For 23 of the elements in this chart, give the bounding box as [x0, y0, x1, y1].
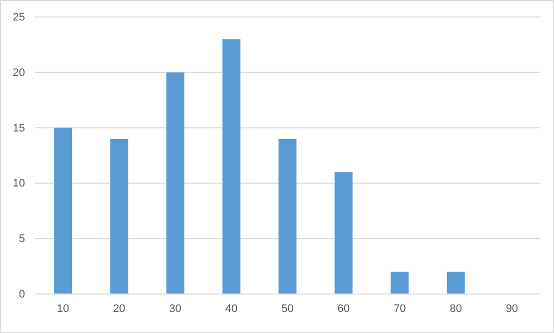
x-tick-label: 50: [281, 302, 294, 315]
x-tick-label: 90: [506, 302, 518, 315]
bar: [334, 172, 353, 294]
bar: [446, 272, 465, 294]
bar: [222, 39, 240, 294]
bar: [278, 138, 296, 294]
bar: [54, 128, 72, 294]
bar: [110, 138, 128, 294]
x-tick-label: 10: [56, 302, 70, 315]
x-tick-label: 30: [169, 302, 182, 315]
x-tick-label: 60: [337, 302, 350, 315]
x-tick-label: 40: [225, 302, 238, 315]
y-tick-label: 20: [12, 66, 25, 79]
x-tick-label: 70: [394, 302, 406, 315]
x-tick-label: 20: [113, 302, 126, 315]
bar: [390, 272, 409, 294]
y-tick-label: 5: [18, 233, 25, 246]
y-tick-label: 25: [12, 12, 25, 24]
bar: [166, 72, 184, 294]
x-tick-label: 80: [450, 302, 462, 315]
y-tick-label: 10: [12, 178, 25, 190]
y-tick-label: 0: [18, 288, 25, 301]
y-tick-label: 15: [12, 122, 25, 134]
